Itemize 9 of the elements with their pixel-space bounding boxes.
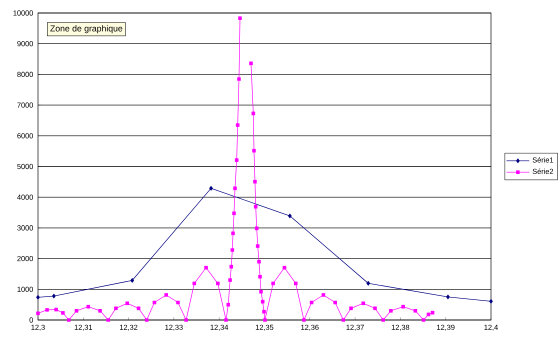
point [52,294,56,298]
point [489,298,493,304]
point [130,278,134,283]
point [288,214,292,218]
point [446,294,450,300]
point [36,294,40,300]
point [366,280,370,286]
annotation: Zone de graphique [50,25,122,34]
point [209,186,213,191]
